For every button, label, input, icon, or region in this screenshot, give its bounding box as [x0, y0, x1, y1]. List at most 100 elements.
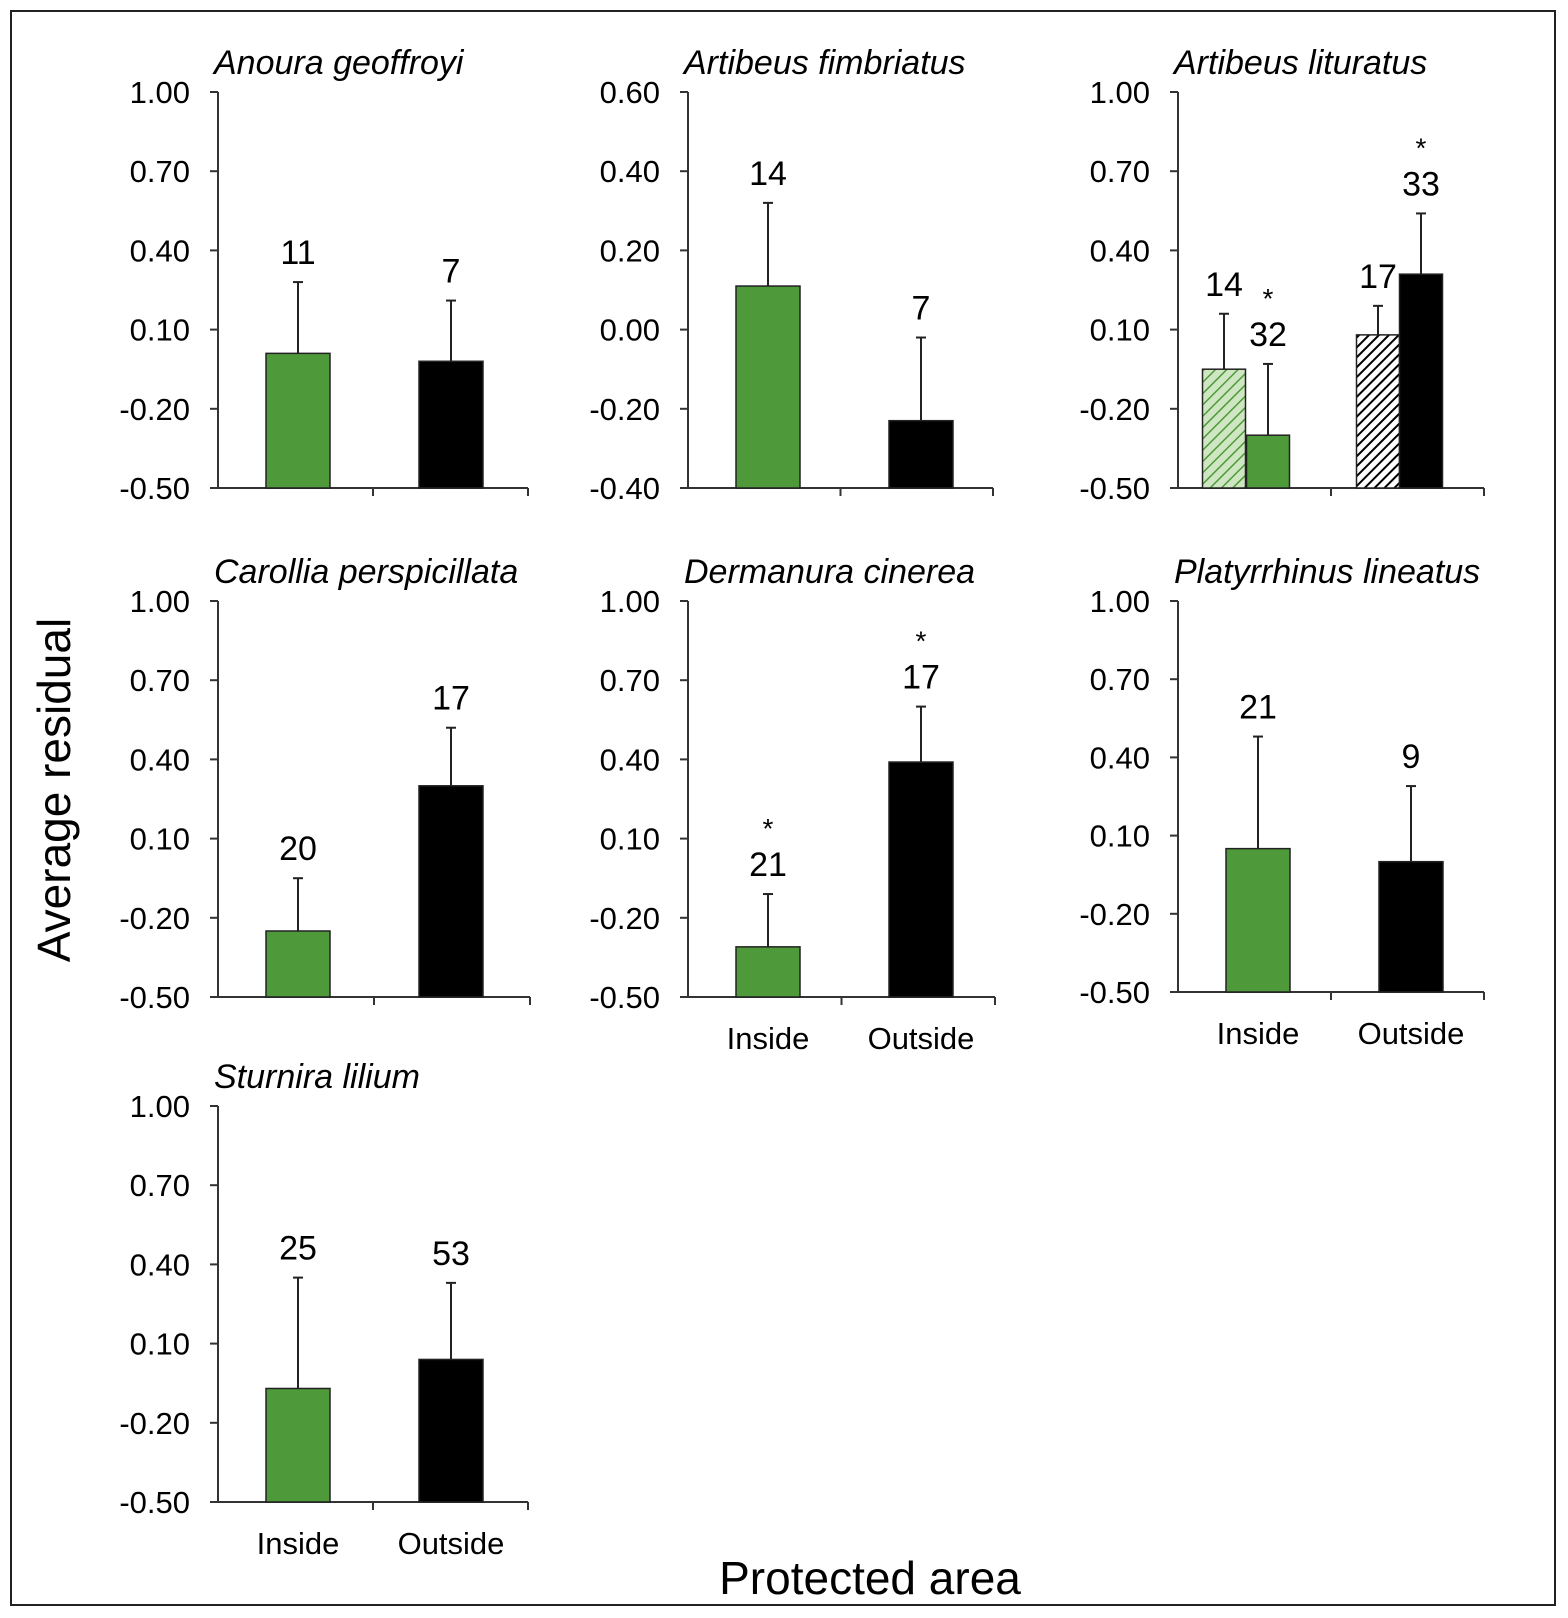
sample-size-label: 53: [432, 1235, 470, 1273]
panel-title: Artibeus lituratus: [1172, 44, 1427, 82]
bar: [1245, 434, 1291, 489]
panel-title: Sturnira lilium: [214, 1058, 420, 1096]
y-tick-label: 1.00: [130, 584, 190, 619]
x-category-label: Outside: [868, 1021, 975, 1056]
significance-asterisk: *: [916, 626, 927, 657]
bar: [418, 1358, 484, 1503]
significance-asterisk: *: [1416, 132, 1427, 163]
y-tick-label: 0.00: [600, 313, 660, 348]
significance-asterisk: *: [1263, 283, 1274, 314]
chart-panel: Carollia perspicillata 1.00 0.70 0.40 0.10 -0…: [119, 553, 531, 1015]
bar: [735, 946, 801, 998]
chart-panel: Dermanura cinerea 1.00 0.70 0.40 0.10 -0.20 -0…: [589, 553, 996, 1056]
y-tick-label: 1.00: [1090, 75, 1150, 110]
chart-panel: Artibeus fimbriatus 0.60 0.40 0.20 0.00 -0.20…: [589, 44, 994, 506]
bar: [418, 360, 484, 489]
y-tick-label: 0.10: [130, 1327, 190, 1362]
bar: [1201, 368, 1247, 489]
y-tick-label: 0.10: [600, 822, 660, 857]
x-category-label: Outside: [1358, 1016, 1465, 1051]
x-category-label: Inside: [727, 1021, 810, 1056]
panel-title: Dermanura cinerea: [684, 553, 975, 591]
y-tick-label: 1.00: [130, 1089, 190, 1124]
y-tick-label: 0.40: [130, 742, 190, 777]
panel-title: Anoura geoffroyi: [212, 44, 465, 82]
x-category-label: Outside: [398, 1526, 505, 1561]
y-tick-label: -0.20: [119, 1406, 190, 1441]
chart-panels: Anoura geoffroyi 1.00 0.70 0.40 0.10 -0.20 -0.…: [119, 44, 1485, 1561]
sample-size-label: 32: [1249, 316, 1287, 354]
y-tick-label: -0.40: [589, 471, 660, 506]
y-tick-label: 0.70: [130, 154, 190, 189]
sample-size-label: 33: [1402, 165, 1440, 203]
y-tick-label: -0.20: [1079, 897, 1150, 932]
y-tick-label: 0.70: [600, 663, 660, 698]
panel-title: Platyrrhinus lineatus: [1174, 553, 1480, 591]
y-tick-label: 0.40: [600, 742, 660, 777]
y-tick-label: 0.10: [1090, 313, 1150, 348]
x-category-label: Inside: [1217, 1016, 1300, 1051]
sample-size-label: 21: [749, 846, 787, 884]
y-tick-label: 0.60: [600, 75, 660, 110]
bar: [265, 352, 331, 489]
y-tick-label: -0.20: [1079, 392, 1150, 427]
y-tick-label: 1.00: [1090, 584, 1150, 619]
bar: [888, 761, 954, 998]
sample-size-label: 17: [432, 680, 470, 718]
y-tick-label: -0.20: [119, 392, 190, 427]
bar: [418, 785, 484, 998]
y-tick-label: 0.10: [130, 313, 190, 348]
chart-panel: Anoura geoffroyi 1.00 0.70 0.40 0.10 -0.20 -0.…: [119, 44, 529, 506]
figure-frame: [10, 10, 1556, 1606]
sample-size-label: 9: [1402, 738, 1421, 776]
bar: [1225, 847, 1291, 993]
sample-size-label: 17: [1359, 258, 1397, 296]
y-tick-label: -0.50: [119, 471, 190, 506]
sample-size-label: 20: [279, 830, 317, 868]
bar: [265, 1387, 331, 1503]
chart-panel: Artibeus lituratus 1.00 0.70 0.40 0.10 -0.20 -…: [1079, 44, 1485, 506]
sample-size-label: 7: [442, 253, 461, 291]
y-tick-label: 0.10: [1090, 819, 1150, 854]
y-tick-label: 1.00: [130, 75, 190, 110]
bar: [1398, 273, 1444, 489]
bar: [265, 930, 331, 998]
y-tick-label: 0.40: [130, 1247, 190, 1282]
sample-size-label: 25: [279, 1230, 317, 1268]
chart-panel: Platyrrhinus lineatus 1.00 0.70 0.40 0.10 -0.…: [1079, 553, 1485, 1051]
y-tick-label: 0.40: [1090, 233, 1150, 268]
y-tick-label: -0.50: [119, 980, 190, 1015]
chart-panel: Sturnira lilium 1.00 0.70 0.40 0.10 -0.20 -0.5…: [119, 1058, 529, 1561]
y-tick-label: -0.50: [119, 1485, 190, 1520]
x-category-label: Inside: [257, 1526, 340, 1561]
y-tick-label: 0.70: [1090, 662, 1150, 697]
y-tick-label: 0.70: [1090, 154, 1150, 189]
sample-size-label: 11: [280, 234, 315, 272]
y-tick-label: 0.40: [600, 154, 660, 189]
panel-title: Artibeus fimbriatus: [682, 44, 966, 82]
y-tick-label: -0.20: [119, 901, 190, 936]
significance-asterisk: *: [763, 813, 774, 844]
bar: [735, 285, 801, 489]
y-tick-label: 0.70: [130, 1168, 190, 1203]
y-tick-label: 0.40: [130, 233, 190, 268]
sample-size-label: 14: [749, 155, 787, 193]
sample-size-label: 14: [1205, 266, 1243, 304]
y-tick-label: 0.20: [600, 233, 660, 268]
y-tick-label: 0.40: [1090, 740, 1150, 775]
panel-title: Carollia perspicillata: [214, 553, 518, 591]
sample-size-label: 17: [902, 659, 940, 697]
bar: [1378, 860, 1444, 993]
sample-size-label: 7: [912, 290, 931, 328]
bar: [1355, 334, 1401, 489]
y-tick-label: 0.70: [130, 663, 190, 698]
sample-size-label: 21: [1239, 689, 1277, 727]
y-tick-label: -0.50: [1079, 471, 1150, 506]
y-tick-label: -0.20: [589, 901, 660, 936]
y-tick-label: -0.20: [589, 392, 660, 427]
y-tick-label: 1.00: [600, 584, 660, 619]
y-tick-label: 0.10: [130, 822, 190, 857]
y-tick-label: -0.50: [1079, 975, 1150, 1010]
y-axis-title: Average residual: [28, 617, 80, 963]
